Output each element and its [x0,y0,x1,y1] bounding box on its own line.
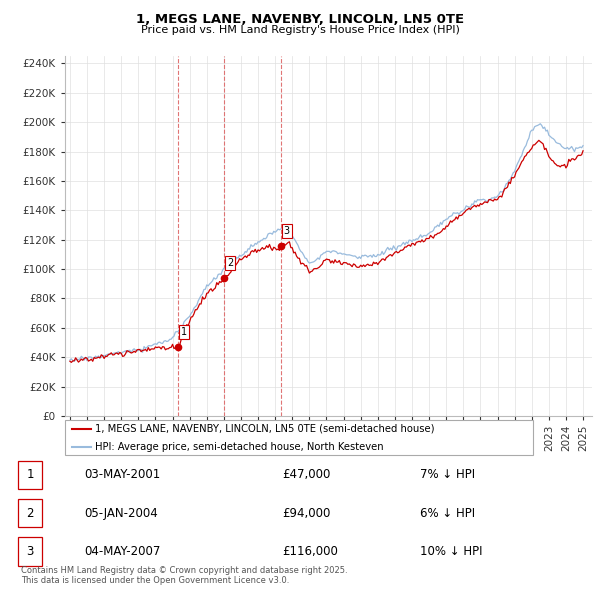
Text: £94,000: £94,000 [282,507,331,520]
Text: 1, MEGS LANE, NAVENBY, LINCOLN, LN5 0TE (semi-detached house): 1, MEGS LANE, NAVENBY, LINCOLN, LN5 0TE … [95,424,435,434]
Text: 1: 1 [181,327,187,337]
Text: 1, MEGS LANE, NAVENBY, LINCOLN, LN5 0TE: 1, MEGS LANE, NAVENBY, LINCOLN, LN5 0TE [136,13,464,26]
Text: Price paid vs. HM Land Registry's House Price Index (HPI): Price paid vs. HM Land Registry's House … [140,25,460,35]
Text: 6% ↓ HPI: 6% ↓ HPI [420,507,475,520]
Text: 1: 1 [26,468,34,481]
Text: £47,000: £47,000 [282,468,331,481]
Text: 7% ↓ HPI: 7% ↓ HPI [420,468,475,481]
Text: 03-MAY-2001: 03-MAY-2001 [84,468,160,481]
Text: 2: 2 [26,507,34,520]
Text: £116,000: £116,000 [282,545,338,558]
Text: Contains HM Land Registry data © Crown copyright and database right 2025.
This d: Contains HM Land Registry data © Crown c… [21,566,347,585]
Text: 04-MAY-2007: 04-MAY-2007 [84,545,160,558]
Text: 3: 3 [26,545,34,558]
Text: 10% ↓ HPI: 10% ↓ HPI [420,545,482,558]
Text: 3: 3 [284,226,290,236]
FancyBboxPatch shape [65,420,533,455]
Text: 05-JAN-2004: 05-JAN-2004 [84,507,158,520]
Text: 2: 2 [227,258,233,268]
Text: HPI: Average price, semi-detached house, North Kesteven: HPI: Average price, semi-detached house,… [95,442,384,451]
